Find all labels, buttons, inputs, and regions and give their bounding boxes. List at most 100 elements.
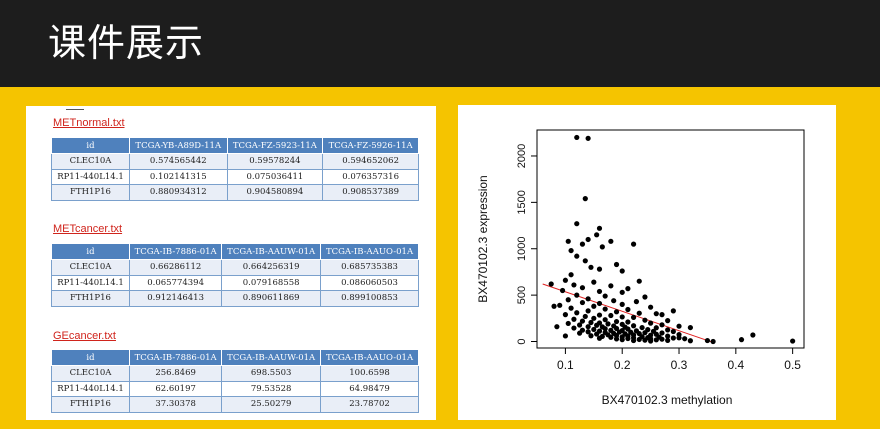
column-header: id [51, 137, 130, 154]
data-point [608, 283, 614, 289]
table-cell: FTH1P16 [51, 290, 130, 307]
y-tick-label: 0 [516, 338, 528, 344]
data-point [616, 329, 622, 335]
table-cell: 0.574565442 [129, 153, 228, 170]
data-point [579, 241, 586, 247]
table-cell: 25.50279 [221, 396, 322, 413]
data-point [619, 337, 625, 343]
data-point [596, 266, 603, 272]
table-row: CLEC10A 0.574565442 0.59578244 0.5946520… [51, 153, 419, 170]
data-point [574, 310, 580, 316]
data-point [554, 324, 560, 330]
x-axis-label: BX470102.3 methylation [602, 393, 733, 407]
scatter-chart: 0.1 0.2 0.3 0.4 0.5 0 500 1000 1500 2000 BX47010… [476, 129, 805, 407]
data-point [704, 337, 711, 344]
data-point [665, 333, 671, 339]
data-point [636, 310, 642, 316]
data-point [602, 317, 608, 323]
data-point [585, 236, 591, 243]
column-header: TCGA-IB-AAUO-01A [320, 243, 419, 260]
table-metcancer: id TCGA-IB-7886-01A TCGA-IB-AAUW-01A TCG… [51, 243, 419, 307]
table-cell: FTH1P16 [51, 184, 130, 201]
data-point [605, 321, 611, 327]
data-point [599, 244, 605, 250]
table-row: CLEC10A 256.8469 698.5503 100.6598 [51, 365, 419, 382]
data-point [653, 311, 659, 317]
data-point [591, 326, 597, 333]
data-point [579, 285, 586, 291]
table-cell: 256.8469 [128, 365, 223, 382]
data-point [710, 338, 716, 345]
data-point [594, 331, 600, 337]
data-point [687, 324, 693, 331]
table-cell: 0.086060503 [320, 274, 419, 291]
data-point [653, 325, 659, 331]
table-cell: CLEC10A [51, 153, 130, 170]
column-header: TCGA-IB-7886-01A [128, 349, 223, 366]
data-point [574, 134, 580, 141]
data-point [750, 332, 756, 338]
data-point [648, 304, 654, 310]
table-row: RP11-440L14.1 62.60197 79.53528 64.98479 [51, 380, 419, 397]
table-cell: FTH1P16 [51, 396, 130, 413]
y-tick-label: 1500 [516, 190, 528, 214]
data-point [596, 312, 603, 318]
data-point [574, 253, 580, 259]
data-point [571, 325, 577, 331]
data-point [591, 279, 597, 285]
data-point [639, 324, 645, 331]
data-point [625, 335, 631, 342]
data-point [596, 300, 603, 307]
data-point [588, 264, 594, 270]
table-cell: 0.880934312 [129, 184, 228, 201]
table-title-metnormal: METnormal.txt [53, 117, 125, 129]
table-cell: RP11-440L14.1 [51, 380, 130, 397]
data-point [579, 318, 586, 324]
data-point [582, 196, 588, 202]
data-point [585, 308, 591, 314]
data-point [665, 327, 671, 333]
data-point [625, 286, 631, 292]
table-cell: 0.912146413 [128, 290, 223, 307]
data-point [642, 294, 648, 300]
data-point [633, 299, 640, 305]
data-point [594, 232, 600, 238]
column-header: TCGA-IB-AAUW-01A [221, 349, 322, 366]
table-cell: 37.30378 [128, 396, 223, 413]
table-row: FTH1P16 37.30378 25.50279 23.78702 [51, 396, 419, 413]
table-row: RP11-440L14.1 0.102141315 0.075036411 0.… [51, 168, 419, 185]
table-cell: 0.102141315 [129, 168, 228, 185]
x-tick-label: 0.5 [784, 358, 801, 372]
data-point [642, 330, 648, 336]
data-point [565, 320, 571, 327]
data-point [653, 337, 659, 343]
data-point [636, 336, 642, 343]
data-point [608, 334, 614, 340]
data-point [562, 277, 569, 283]
data-point [676, 323, 682, 329]
data-point [613, 318, 620, 325]
data-point [676, 335, 682, 341]
table-row: FTH1P16 0.912146413 0.890611869 0.899100… [51, 290, 419, 307]
data-point [611, 298, 617, 304]
plot-frame [536, 129, 805, 349]
table-cell: 0.890611869 [221, 290, 322, 307]
data-point [619, 301, 625, 307]
table-cell: 0.66286112 [128, 259, 223, 276]
data-point [602, 306, 608, 312]
data-point [665, 337, 671, 343]
data-point [648, 338, 654, 344]
column-header: TCGA-IB-7886-01A [128, 243, 223, 260]
table-title-gecancer: GEcancer.txt [53, 330, 116, 342]
data-point [559, 287, 566, 294]
data-point [577, 330, 583, 336]
data-point [577, 322, 583, 328]
data-point [648, 320, 654, 326]
data-point [585, 329, 591, 335]
data-point [548, 281, 554, 287]
regression-line [542, 283, 714, 343]
table-cell: 0.076357316 [322, 168, 419, 185]
data-point [670, 308, 676, 314]
table-cell: 0.908537389 [322, 184, 419, 201]
data-point [582, 313, 588, 320]
